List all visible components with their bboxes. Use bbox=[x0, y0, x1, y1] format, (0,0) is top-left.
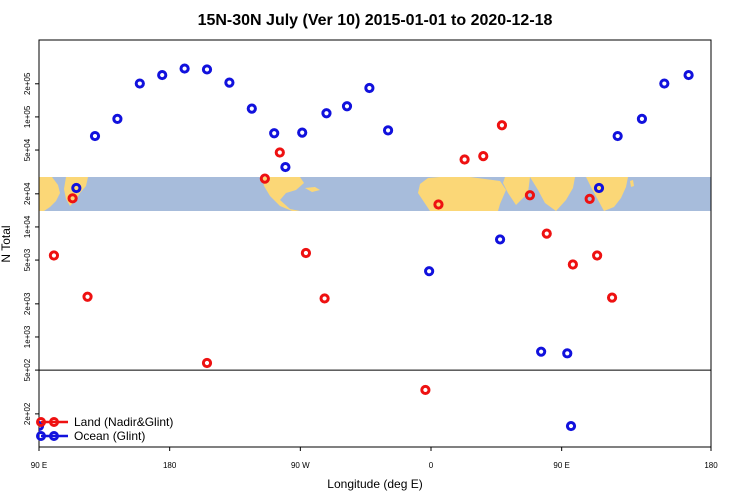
land-point bbox=[496, 120, 508, 131]
y-tick-label: 2e+03 bbox=[23, 292, 32, 315]
ocean-point bbox=[683, 69, 694, 81]
legend-land-marker-1 bbox=[36, 417, 46, 427]
map-land-asia-west bbox=[39, 177, 60, 211]
y-tick-label: 1e+05 bbox=[23, 105, 32, 128]
y-axis: 2e+02 5e+02 1e+03 2e+03 5e+03 1e+04 2e+04 5e+04… bbox=[23, 72, 39, 425]
land-point bbox=[82, 291, 93, 302]
scatter-points bbox=[39, 63, 694, 432]
ocean-point bbox=[71, 182, 82, 194]
plot-frame bbox=[38, 39, 712, 448]
map-land-india bbox=[530, 177, 575, 211]
y-tick-label: 2e+04 bbox=[23, 182, 32, 205]
y-tick-label: 1e+04 bbox=[23, 215, 32, 238]
ocean-point bbox=[297, 127, 308, 138]
land-point bbox=[319, 293, 330, 304]
map-land-taiwan bbox=[630, 180, 634, 187]
x-axis: 90 E 180 90 W 0 90 E 180 bbox=[31, 447, 718, 470]
legend: Land (Nadir&Glint) Ocean (Glint) bbox=[36, 415, 173, 443]
ocean-point bbox=[364, 82, 375, 94]
ocean-point bbox=[565, 420, 577, 432]
map-land-caribbean bbox=[305, 187, 320, 192]
x-tick-label: 180 bbox=[163, 461, 177, 470]
land-point bbox=[259, 173, 270, 184]
legend-ocean-label: Ocean (Glint) bbox=[74, 429, 145, 443]
land-point bbox=[459, 154, 470, 165]
ocean-point bbox=[224, 77, 235, 88]
land-point bbox=[420, 384, 431, 396]
ocean-point bbox=[269, 128, 280, 139]
land-point bbox=[541, 228, 552, 239]
ocean-point bbox=[89, 130, 101, 142]
land-point bbox=[300, 247, 312, 259]
ocean-point bbox=[134, 78, 145, 89]
map-land-africa bbox=[418, 177, 506, 211]
ocean-point bbox=[536, 346, 547, 357]
ocean-point bbox=[341, 101, 353, 112]
land-point bbox=[433, 199, 444, 210]
ocean-point bbox=[280, 161, 291, 173]
ocean-point bbox=[382, 125, 394, 136]
ocean-point bbox=[321, 108, 332, 119]
ocean-point bbox=[659, 78, 670, 89]
ocean-point bbox=[494, 234, 506, 245]
land-point bbox=[606, 292, 618, 303]
y-axis-label: N Total bbox=[0, 225, 13, 262]
ocean-point bbox=[593, 182, 605, 194]
ocean-point bbox=[112, 113, 123, 124]
world-map-strip bbox=[39, 177, 711, 211]
y-tick-label: 1e+03 bbox=[23, 325, 32, 348]
x-tick-label: 0 bbox=[429, 461, 434, 470]
ocean-point bbox=[636, 113, 648, 124]
x-tick-label: 180 bbox=[704, 461, 718, 470]
ocean-point bbox=[424, 266, 435, 277]
x-axis-label: Longitude (deg E) bbox=[327, 477, 422, 491]
land-point bbox=[201, 357, 213, 369]
map-land-mexico bbox=[262, 177, 304, 211]
land-point bbox=[48, 250, 60, 261]
x-tick-label: 90 E bbox=[553, 461, 569, 470]
legend-ocean-marker-1 bbox=[36, 431, 46, 441]
legend-land-label: Land (Nadir&Glint) bbox=[74, 415, 173, 429]
land-point bbox=[567, 259, 578, 270]
land-point bbox=[592, 250, 603, 261]
ocean-point bbox=[201, 64, 213, 75]
y-tick-label: 5e+04 bbox=[23, 138, 32, 161]
x-tick-label: 90 W bbox=[291, 461, 310, 470]
map-land-arabia bbox=[503, 177, 530, 205]
y-tick-label: 5e+02 bbox=[23, 358, 32, 381]
land-point bbox=[67, 193, 78, 204]
y-tick-label: 2e+02 bbox=[23, 402, 32, 425]
ocean-point bbox=[562, 348, 573, 359]
y-tick-label: 2e+05 bbox=[23, 72, 32, 95]
land-point bbox=[584, 193, 595, 204]
y-tick-label: 5e+03 bbox=[23, 248, 32, 271]
legend-land-marker-2 bbox=[49, 417, 59, 427]
ocean-point bbox=[179, 63, 190, 74]
ocean-point bbox=[157, 69, 168, 81]
land-point bbox=[524, 190, 536, 201]
ocean-point bbox=[246, 103, 257, 114]
ocean-point bbox=[612, 130, 623, 142]
land-point bbox=[478, 151, 489, 162]
land-point bbox=[274, 147, 285, 158]
x-tick-label: 90 E bbox=[31, 461, 47, 470]
legend-ocean-marker-2 bbox=[49, 431, 59, 441]
chart-title: 15N-30N July (Ver 10) 2015-01-01 to 2020… bbox=[198, 12, 553, 29]
